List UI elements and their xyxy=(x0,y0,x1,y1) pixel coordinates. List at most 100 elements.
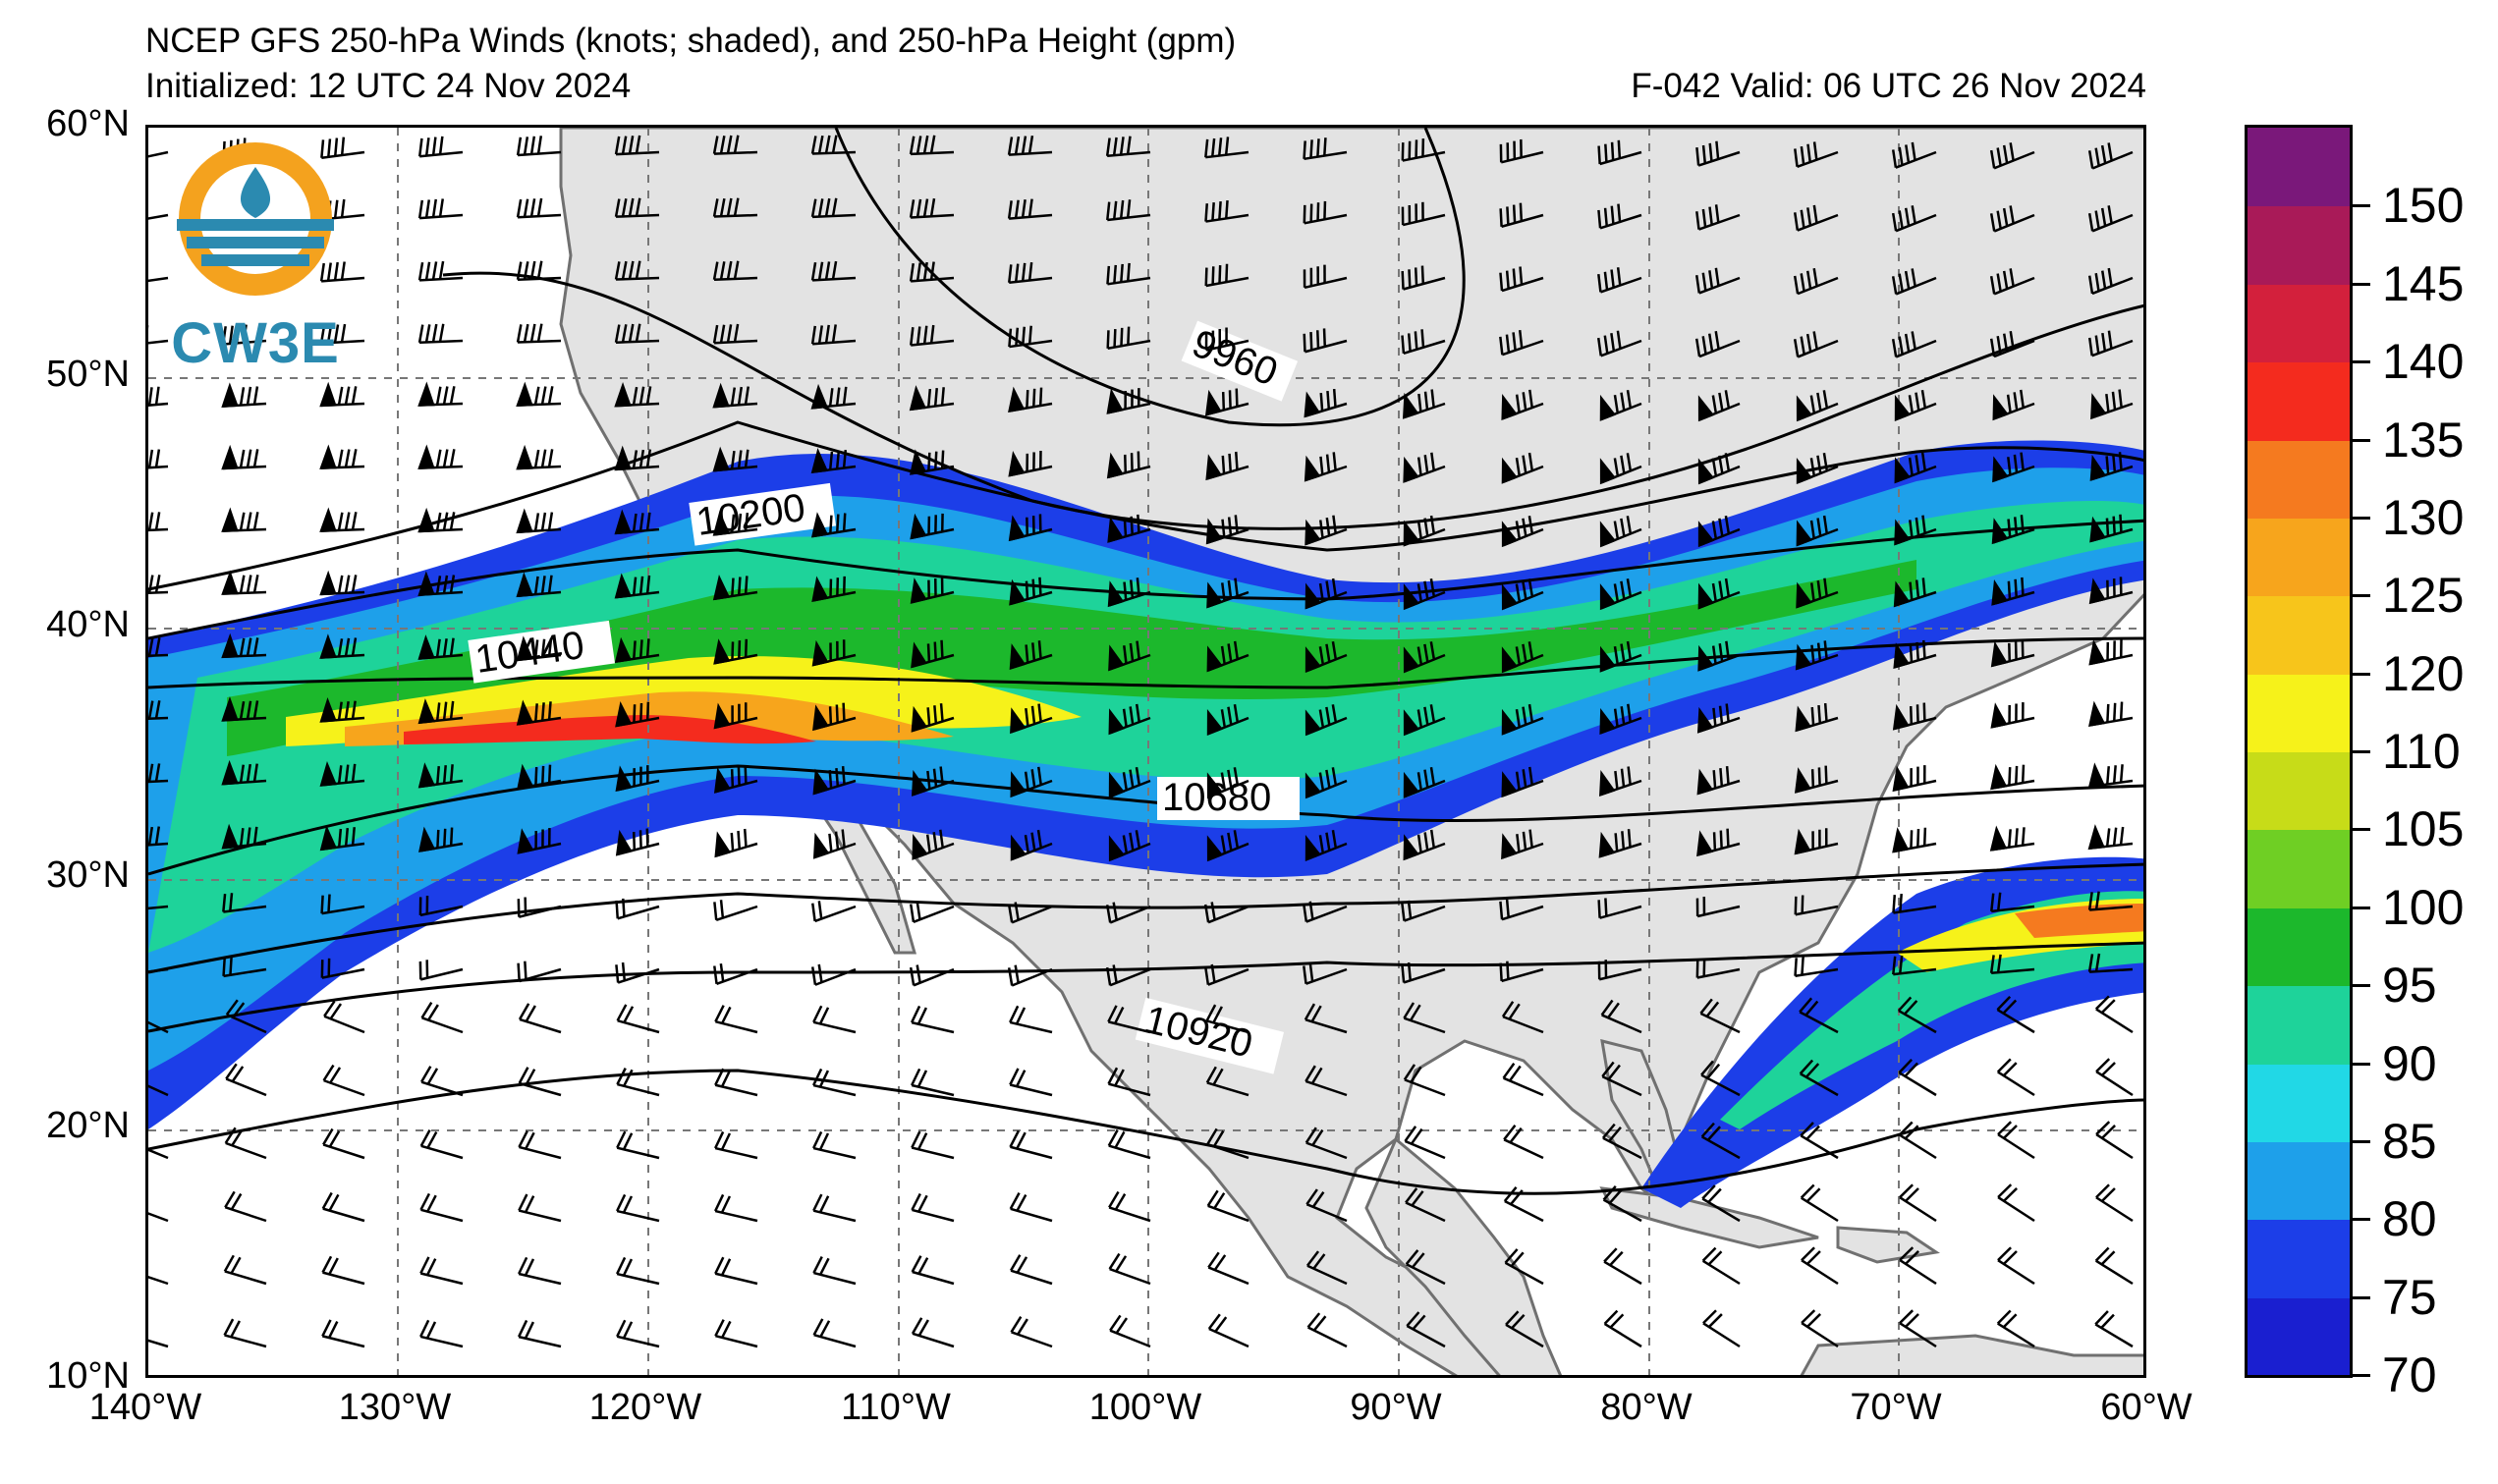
wind-barb xyxy=(1996,1309,2035,1348)
wind-barb xyxy=(909,449,955,475)
colorbar-segment xyxy=(2248,1140,2350,1221)
wind-barb xyxy=(1597,960,1642,981)
wind-barb xyxy=(1008,450,1053,477)
wind-barb xyxy=(1105,964,1151,987)
colorbar-tick xyxy=(2353,1295,2370,1299)
wind-barb xyxy=(319,261,365,283)
wind-barb xyxy=(1401,138,1446,162)
wind-barb xyxy=(1599,516,1642,548)
wind-barb xyxy=(1207,1313,1249,1348)
wind-barb xyxy=(319,825,365,852)
wind-barb xyxy=(1009,1254,1053,1286)
wind-barb xyxy=(1697,640,1741,672)
wind-barb xyxy=(712,260,758,282)
wind-barb xyxy=(1501,703,1544,736)
wind-barb xyxy=(1303,200,1348,225)
wind-barb xyxy=(417,634,464,660)
colorbar-tick xyxy=(2353,672,2370,676)
wind-barb xyxy=(1502,1062,1544,1097)
wind-barb xyxy=(1800,1183,1839,1223)
wind-barb xyxy=(1303,264,1348,290)
wind-barb xyxy=(712,574,758,601)
wind-barb xyxy=(2094,995,2134,1034)
wind-barb xyxy=(812,1256,857,1286)
wind-barb xyxy=(2094,1310,2134,1348)
wind-barb xyxy=(1599,766,1642,797)
wind-barb xyxy=(419,1192,464,1223)
colorbar-label: 80 xyxy=(2382,1191,2437,1247)
figure-title: NCEP GFS 250-hPa Winds (knots; shaded), … xyxy=(145,22,1237,60)
wind-barb xyxy=(1505,1310,1544,1348)
valid-time: F-042 Valid: 06 UTC 26 Nov 2024 xyxy=(1631,67,2146,105)
wind-barb xyxy=(1205,451,1249,481)
colorbar-tick xyxy=(2353,204,2370,208)
wind-barb xyxy=(1105,136,1151,158)
wind-barb xyxy=(1206,703,1249,736)
wind-barb xyxy=(1891,331,1937,358)
wind-barb xyxy=(148,276,169,286)
wind-barb xyxy=(1990,763,2035,791)
wind-barb xyxy=(714,1193,758,1223)
wind-barb xyxy=(810,324,857,346)
wind-barb xyxy=(1204,137,1249,159)
hispaniola-land xyxy=(1836,1226,1940,1264)
wind-barb xyxy=(1697,577,1741,610)
wind-barb xyxy=(712,510,758,536)
wind-barb xyxy=(1206,1127,1249,1160)
wind-barb xyxy=(417,762,464,789)
wind-barb xyxy=(516,381,562,407)
wind-barb xyxy=(1696,828,1741,857)
wind-barb xyxy=(1503,1124,1544,1160)
lon-label-60w: 60°W xyxy=(2100,1387,2193,1428)
wind-barb xyxy=(713,765,758,794)
wind-barb xyxy=(1892,955,1937,976)
wind-barb xyxy=(2095,1183,2134,1223)
wind-barb xyxy=(911,703,955,733)
wind-barb xyxy=(1009,577,1053,606)
wind-barb xyxy=(1106,388,1151,414)
wind-barb xyxy=(616,1193,660,1223)
wind-barb xyxy=(712,197,758,218)
wind-barb xyxy=(1996,1058,2035,1097)
wind-barb xyxy=(1989,205,2035,233)
wind-barb xyxy=(1204,263,1249,288)
wind-barb xyxy=(1694,267,1741,295)
wind-barb xyxy=(810,512,857,538)
wind-barb xyxy=(420,1002,464,1034)
wind-barb xyxy=(1107,514,1151,543)
wind-barb xyxy=(1894,515,1937,546)
wind-barb xyxy=(1989,954,2035,974)
jet-core-135 xyxy=(404,715,816,744)
lat-label-60n: 60°N xyxy=(46,103,130,144)
colorbar-segment xyxy=(2248,829,2350,908)
wind-barb xyxy=(221,823,267,850)
wind-barb xyxy=(2095,1121,2134,1160)
wind-barb xyxy=(616,1130,660,1160)
contour-10800 xyxy=(148,941,2143,1033)
wind-barb xyxy=(516,699,562,726)
wind-barb xyxy=(1700,1060,1741,1097)
wind-barb xyxy=(1989,825,2035,852)
wind-barb xyxy=(148,213,169,224)
wind-barb xyxy=(319,633,365,659)
colorbar-tick xyxy=(2353,360,2370,364)
wind-barb xyxy=(1991,577,2035,606)
colorbar-label: 120 xyxy=(2382,645,2465,701)
wind-barb xyxy=(1009,1192,1053,1223)
wind-barb xyxy=(1501,389,1544,420)
wind-barb xyxy=(518,1319,562,1348)
wind-barb xyxy=(322,1064,365,1097)
wind-barb xyxy=(221,632,267,659)
wind-barb xyxy=(1203,963,1249,986)
wind-barb xyxy=(616,1256,660,1286)
wind-barb xyxy=(1107,1128,1151,1160)
wind-barb xyxy=(1898,1059,1937,1097)
wind-barb xyxy=(1401,201,1446,227)
wind-barb xyxy=(1794,765,1839,794)
wind-barb xyxy=(148,1140,169,1160)
wind-speed-shading xyxy=(148,440,2143,1208)
wind-barb xyxy=(1990,892,2035,913)
wind-barb xyxy=(517,961,562,983)
wind-barb xyxy=(614,382,660,408)
